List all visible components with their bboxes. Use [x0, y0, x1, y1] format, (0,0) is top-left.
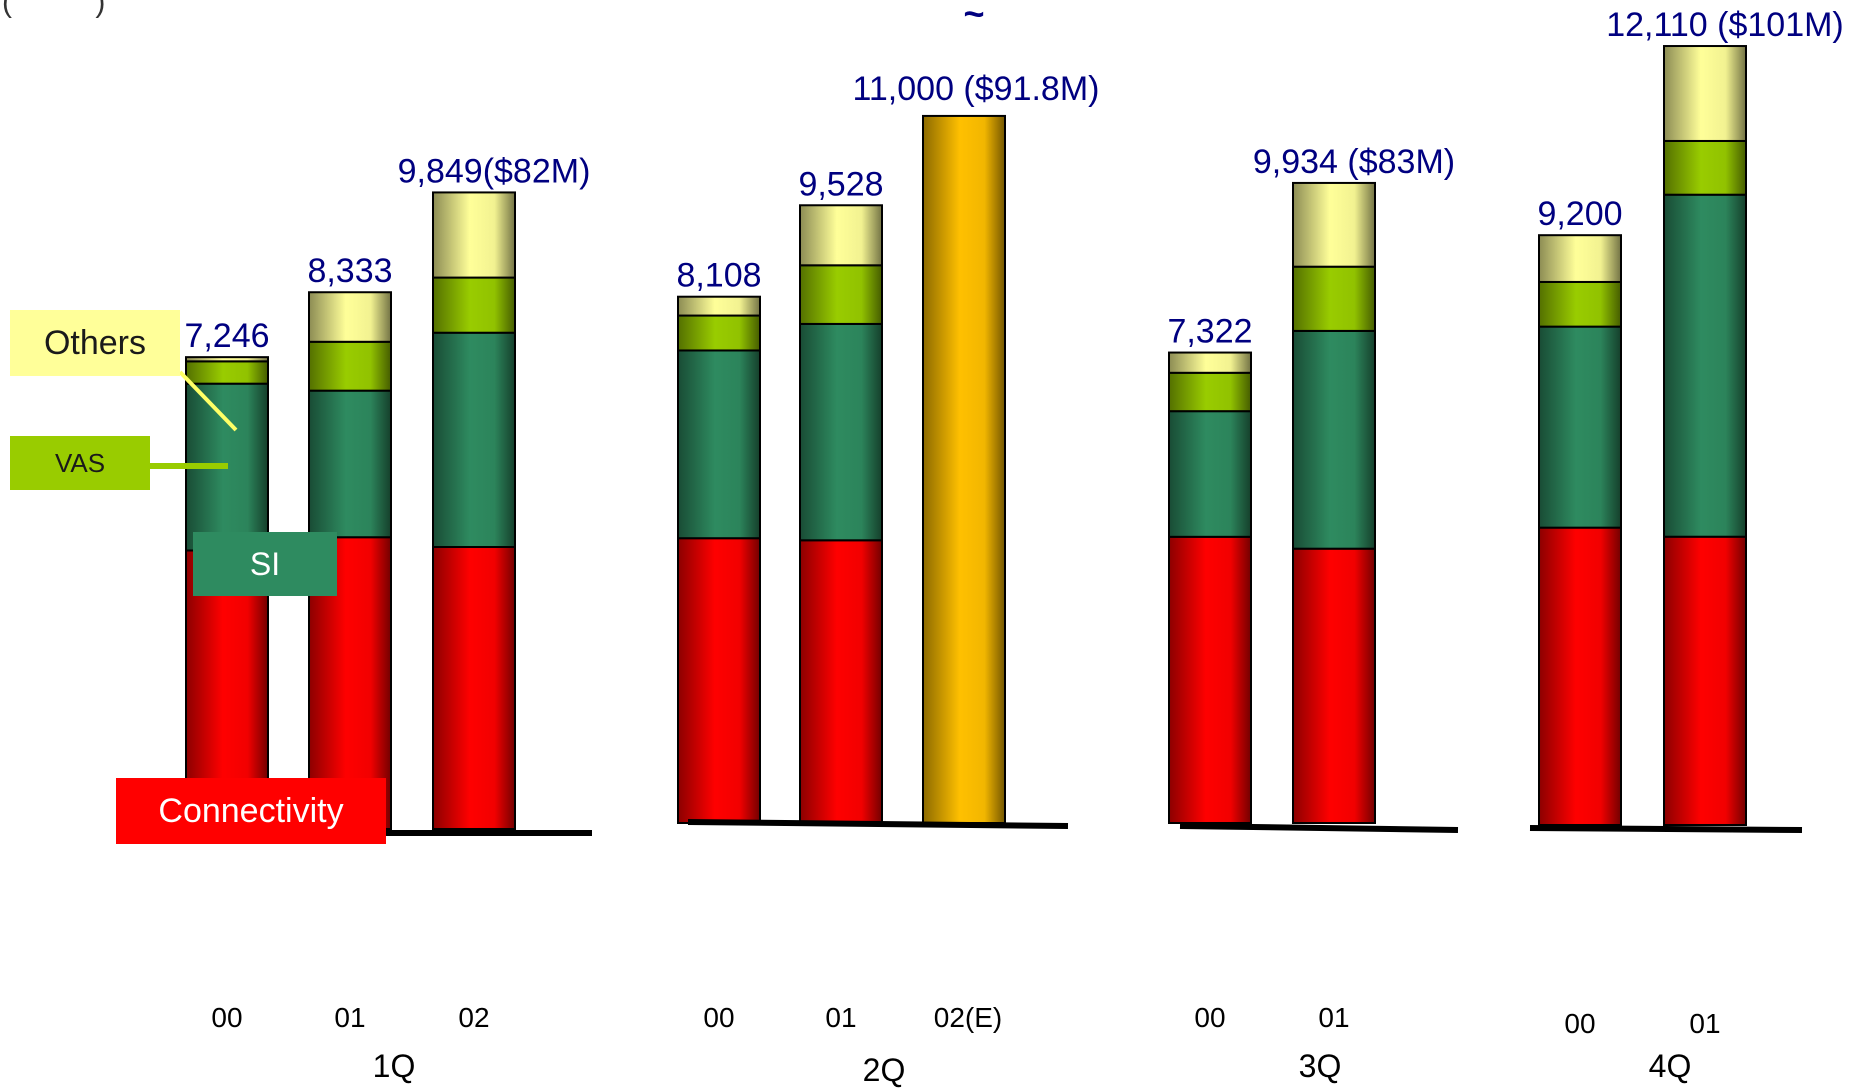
bar-segment-2q-01-vas [799, 264, 883, 325]
category-label-2q-01: 01 [825, 1002, 856, 1033]
bar-segment-3q-00-connectivity [1168, 535, 1252, 824]
bar-segment-4q-00-vas [1538, 280, 1622, 328]
category-label-1q-01: 01 [334, 1002, 365, 1033]
legend-others: Others [10, 310, 180, 376]
bar-segment-3q-00-others [1168, 351, 1252, 374]
total-label-2q-02-e: 11,000 ($91.8M) [853, 70, 1100, 108]
bar-segment-4q-01-others [1663, 45, 1747, 142]
category-label-2q-02-e: 02(E) [934, 1002, 1002, 1033]
bar-segment-1q-02-others [432, 191, 516, 279]
total-label-3q-00: 7,322 [1167, 313, 1252, 351]
axis-4q [1529, 825, 1803, 833]
bar-segment-2q-02-e-estimate [922, 114, 1006, 824]
total-label-2q-00: 8,108 [676, 257, 761, 295]
group-label-1q: 1Q [373, 1048, 416, 1084]
legend-si: SI [193, 532, 337, 596]
group-label-4q: 4Q [1649, 1048, 1692, 1084]
bar-segment-4q-01-vas [1663, 139, 1747, 196]
bar-segment-2q-00-vas [677, 314, 761, 352]
category-label-4q-00: 00 [1564, 1008, 1595, 1039]
bar-segment-3q-01-connectivity [1292, 547, 1376, 824]
total-label-4q-00: 9,200 [1537, 195, 1622, 233]
bar-segment-1q-02-vas [432, 276, 516, 334]
bar-segment-1q-01-si [308, 389, 392, 539]
bar-segment-4q-01-si [1663, 193, 1747, 538]
legend-vas: VAS [10, 436, 150, 490]
group-label-3q: 3Q [1299, 1048, 1342, 1084]
bar-segment-1q-01-vas [308, 340, 392, 392]
bar-segment-1q-00-vas [185, 360, 269, 385]
total-label-3q-01: 9,934 ($83M) [1253, 143, 1455, 181]
bar-segment-3q-01-others [1292, 181, 1376, 268]
total-label-1q-00: 7,246 [184, 317, 269, 355]
category-label-3q-01: 01 [1318, 1002, 1349, 1033]
bar-segment-1q-02-connectivity [432, 546, 516, 830]
corner-text: ( ) [2, 0, 106, 19]
category-label-3q-00: 00 [1194, 1002, 1225, 1033]
bar-segment-4q-01-connectivity [1663, 535, 1747, 826]
category-label-1q-02: 02 [458, 1002, 489, 1033]
bar-segment-2q-00-si [677, 349, 761, 540]
bar-segment-3q-01-si [1292, 329, 1376, 550]
bar-segment-2q-00-connectivity [677, 537, 761, 824]
legend-others-connector [178, 370, 238, 432]
bar-segment-4q-00-connectivity [1538, 526, 1622, 826]
bar-segment-1q-01-others [308, 291, 392, 343]
bar-segment-3q-01-vas [1292, 265, 1376, 332]
bar-segment-4q-00-others [1538, 234, 1622, 283]
bar-segment-1q-00-others [185, 356, 269, 363]
legend-connectivity: Connectivity [116, 778, 386, 844]
axis-3q [1179, 823, 1459, 833]
axis-2q [687, 819, 1069, 829]
range-symbol-2q-02-e: ~ [963, 0, 984, 34]
bar-segment-3q-00-si [1168, 410, 1252, 538]
category-label-4q-01: 01 [1689, 1008, 1720, 1039]
group-label-2q: 2Q [863, 1052, 906, 1088]
total-label-2q-01: 9,528 [798, 165, 883, 203]
category-label-2q-00: 00 [703, 1002, 734, 1033]
bar-segment-1q-02-si [432, 331, 516, 549]
bar-segment-4q-00-si [1538, 325, 1622, 529]
bar-segment-3q-00-vas [1168, 371, 1252, 413]
bar-segment-2q-01-si [799, 322, 883, 542]
bar-segment-2q-01-others [799, 204, 883, 267]
total-label-4q-01: 12,110 ($101M) [1606, 6, 1844, 44]
bar-segment-2q-00-others [677, 295, 761, 317]
category-label-1q-00: 00 [211, 1002, 242, 1033]
total-label-1q-01: 8,333 [307, 252, 392, 290]
total-label-1q-02: 9,849($82M) [398, 152, 591, 190]
bar-segment-2q-01-connectivity [799, 539, 883, 824]
